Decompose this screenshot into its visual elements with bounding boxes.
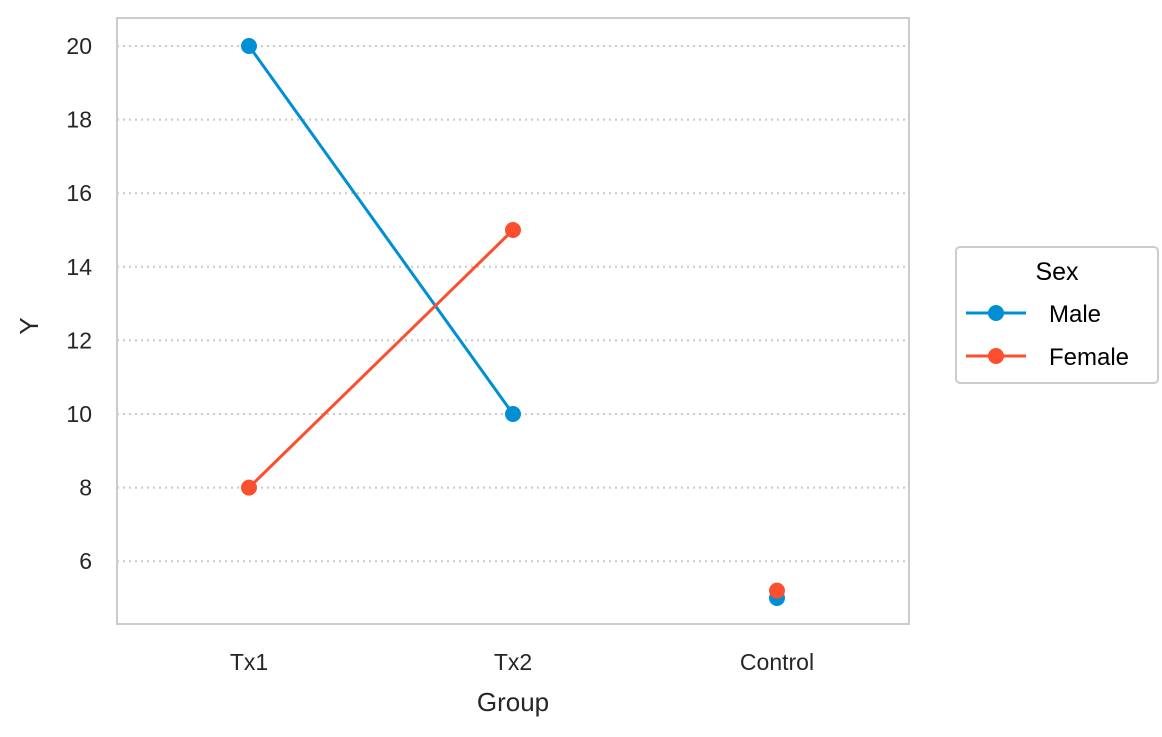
plot-frame — [116, 17, 910, 625]
y-tick-label: 14 — [66, 254, 92, 280]
data-point — [505, 222, 521, 238]
x-tick-labels: Tx1 Tx2 Control — [230, 649, 814, 675]
y-tick-label: 12 — [66, 327, 92, 353]
legend-marker — [988, 348, 1004, 364]
y-tick-label: 16 — [66, 180, 92, 206]
legend: Sex Male Female — [955, 246, 1159, 384]
data-point — [505, 406, 521, 422]
legend-box — [955, 246, 1159, 384]
series-male — [241, 38, 785, 606]
data-point — [769, 582, 785, 599]
y-tick-label: 10 — [66, 401, 92, 427]
y-tick-label: 8 — [79, 475, 92, 501]
data-point — [241, 479, 257, 496]
legend-label: Female — [1049, 344, 1129, 371]
legend-title: Sex — [1035, 258, 1079, 286]
x-tick-label: Tx2 — [494, 649, 532, 675]
legend-label: Male — [1049, 301, 1101, 328]
series-line — [247, 45, 515, 415]
series-female — [241, 222, 785, 599]
data-point — [241, 38, 257, 54]
y-tick-label: 18 — [66, 107, 92, 133]
y-tick-label: 20 — [66, 33, 92, 59]
x-axis-label: Group — [477, 687, 549, 717]
legend-marker — [988, 305, 1004, 321]
x-tick-label: Control — [740, 649, 814, 675]
y-tick-label: 6 — [79, 548, 92, 574]
series-layer — [241, 38, 785, 606]
series-line — [247, 228, 515, 489]
y-axis-label: Y — [14, 317, 44, 334]
x-tick-label: Tx1 — [230, 649, 268, 675]
y-tick-labels: 6 8 10 12 14 16 18 20 — [66, 33, 92, 574]
